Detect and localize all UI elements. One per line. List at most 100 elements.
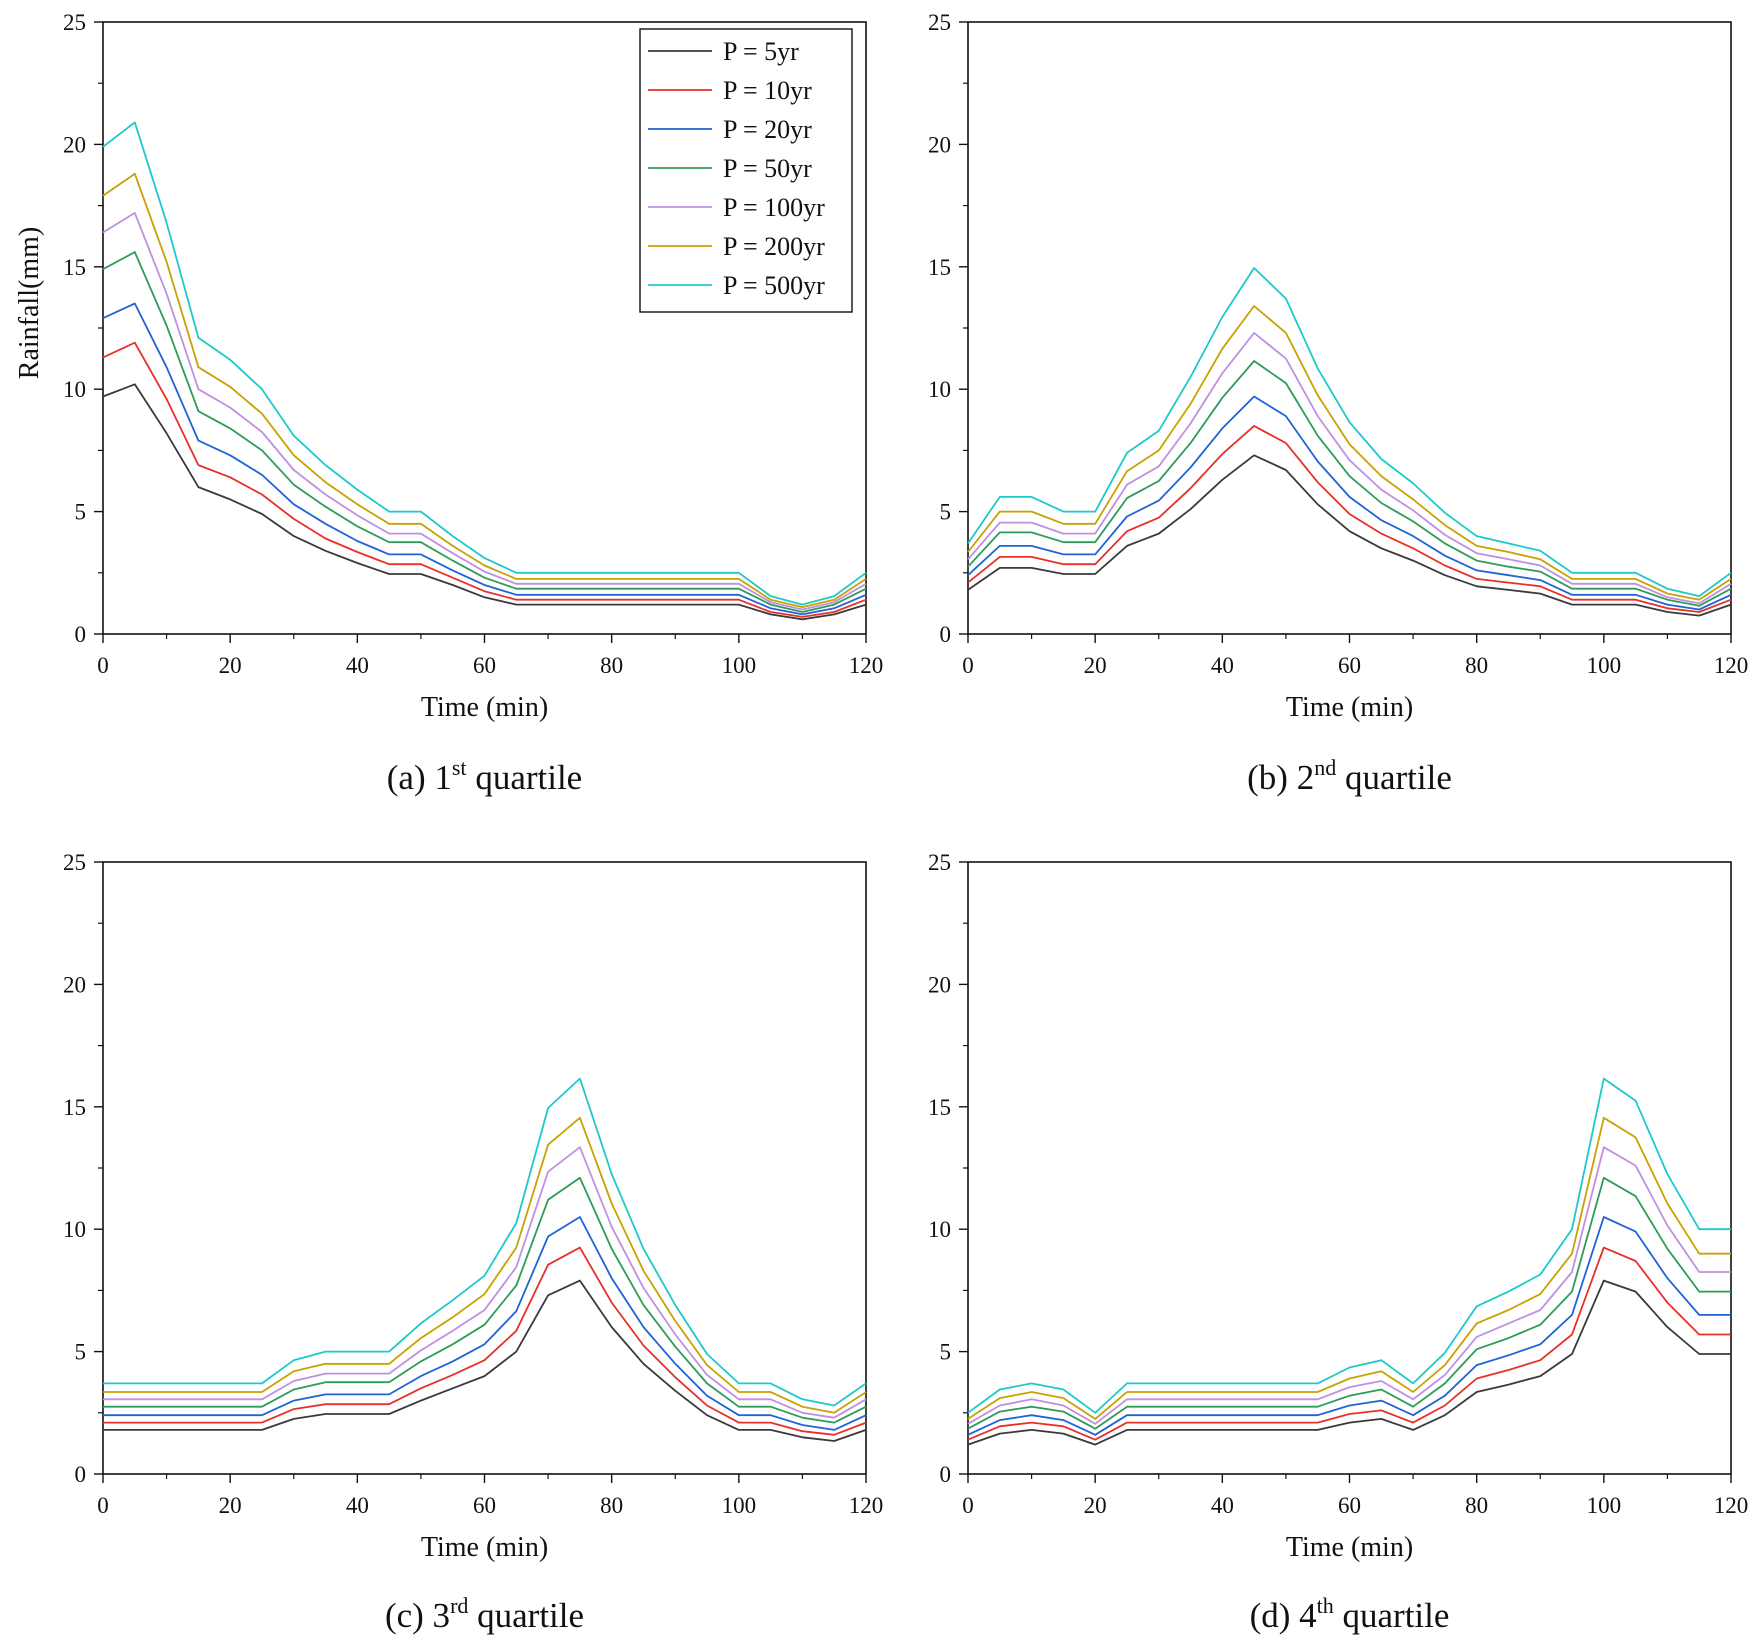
series-line-3 xyxy=(967,395,1732,611)
caption-superscript: rd xyxy=(450,1593,468,1618)
panel-caption: (a) 1st quartile xyxy=(387,755,582,797)
panel-b: 0 20 40 60 80 100 120 0 5 10 15 20 25 Time (min) (b) 2… xyxy=(928,10,1748,797)
series-line-1 xyxy=(103,1279,867,1442)
x-tick-label: 20 xyxy=(1084,1493,1107,1518)
series-line-6 xyxy=(967,305,1732,601)
y-tick-label: 20 xyxy=(63,132,86,157)
x-tick-label: 60 xyxy=(1338,1493,1361,1518)
y-tick-label: 0 xyxy=(75,1462,87,1487)
y-tick-label: 20 xyxy=(928,972,951,997)
x-axis-label: Time (min) xyxy=(1286,692,1413,723)
series-line-2 xyxy=(967,424,1732,613)
x-tick-label: 0 xyxy=(962,1493,974,1518)
caption-prefix: (c) 3 xyxy=(385,1596,450,1635)
series-line-4 xyxy=(967,360,1732,607)
panel-caption: (b) 2nd quartile xyxy=(1247,755,1452,797)
caption-suffix: quartile xyxy=(1334,1596,1450,1635)
y-tick-label: 10 xyxy=(63,1217,86,1242)
y-axis-label: Rainfall(mm) xyxy=(14,227,45,379)
y-tick-label: 15 xyxy=(63,255,86,280)
series-line-3 xyxy=(967,1216,1731,1436)
y-tick-label: 15 xyxy=(928,1095,951,1120)
legend-label: P = 500yr xyxy=(723,271,825,300)
legend-label: P = 200yr xyxy=(723,232,825,261)
x-tick-label: 40 xyxy=(346,1493,369,1518)
legend-box xyxy=(639,28,853,313)
x-axis-label: Time (min) xyxy=(1286,1532,1413,1563)
legend-label: P = 10yr xyxy=(723,76,812,105)
x-tick-label: 100 xyxy=(1587,653,1622,678)
panel-d: 0 20 40 60 80 100 120 0 5 10 15 20 25 Time (min) (d) 4… xyxy=(928,850,1748,1635)
legend: P = 5yr P = 10yr P = 20yr P = 50yr P = 100yr… xyxy=(639,28,853,313)
panel-c: 0 20 40 60 80 100 120 0 5 10 15 20 25 Time (min) (c) 3… xyxy=(63,850,883,1635)
y-tick-label: 5 xyxy=(940,1340,952,1365)
x-tick-label: 0 xyxy=(962,653,974,678)
series-line-2 xyxy=(967,1246,1731,1441)
x-tick-label: 80 xyxy=(600,653,623,678)
series-line-5 xyxy=(967,331,1732,605)
caption-prefix: (d) 4 xyxy=(1250,1596,1317,1635)
x-tick-label: 80 xyxy=(1465,1493,1488,1518)
series-line-6 xyxy=(102,172,867,608)
series-line-5 xyxy=(103,1146,867,1419)
x-tick-label: 120 xyxy=(1714,1493,1749,1518)
y-tick-label: 20 xyxy=(63,972,86,997)
series-line-5 xyxy=(102,211,867,611)
series-line-4 xyxy=(967,1176,1731,1430)
x-tick-label: 80 xyxy=(600,1493,623,1518)
x-tick-label: 80 xyxy=(1465,653,1488,678)
plot-frame xyxy=(967,861,1732,1475)
x-tick-label: 0 xyxy=(97,1493,109,1518)
series-line-1 xyxy=(102,383,867,621)
caption-suffix: quartile xyxy=(468,1596,584,1635)
x-tick-label: 40 xyxy=(1211,653,1234,678)
x-axis-label: Time (min) xyxy=(421,692,548,723)
y-tick-label: 25 xyxy=(928,10,951,35)
series-line-7 xyxy=(967,267,1732,597)
series-line-1 xyxy=(967,454,1732,617)
x-tick-label: 20 xyxy=(219,653,242,678)
series-line-4 xyxy=(102,251,867,613)
x-tick-label: 120 xyxy=(1714,653,1749,678)
x-tick-label: 20 xyxy=(219,1493,242,1518)
legend-label: P = 100yr xyxy=(723,193,825,222)
x-tick-label: 60 xyxy=(473,1493,496,1518)
x-tick-label: 0 xyxy=(97,653,109,678)
x-tick-label: 100 xyxy=(722,1493,757,1518)
y-tick-label: 10 xyxy=(928,377,951,402)
y-tick-label: 0 xyxy=(940,1462,952,1487)
panel-a: 0 20 40 60 80 100 120 0 5 10 15 20 25 Time (min) Rainf… xyxy=(14,10,883,797)
series-line-4 xyxy=(103,1176,867,1424)
x-axis-label: Time (min) xyxy=(421,1532,548,1563)
y-tick-label: 25 xyxy=(63,10,86,35)
y-tick-label: 15 xyxy=(63,1095,86,1120)
caption-suffix: quartile xyxy=(467,758,583,797)
series-line-7 xyxy=(103,1077,867,1407)
x-tick-label: 100 xyxy=(1587,1493,1622,1518)
series-line-6 xyxy=(103,1116,867,1414)
legend-label: P = 20yr xyxy=(723,115,812,144)
x-tick-label: 60 xyxy=(1338,653,1361,678)
caption-superscript: nd xyxy=(1314,755,1336,780)
x-tick-label: 100 xyxy=(722,653,757,678)
caption-superscript: th xyxy=(1317,1593,1334,1618)
series-line-3 xyxy=(102,302,867,616)
legend-label: P = 50yr xyxy=(723,154,812,183)
x-tick-label: 40 xyxy=(346,653,369,678)
plot-frame xyxy=(102,861,867,1475)
caption-prefix: (b) 2 xyxy=(1247,758,1314,797)
y-tick-label: 5 xyxy=(940,500,952,525)
series-line-3 xyxy=(103,1216,867,1431)
caption-suffix: quartile xyxy=(1336,758,1452,797)
y-tick-label: 5 xyxy=(75,500,87,525)
series-line-7 xyxy=(102,121,867,606)
y-tick-label: 5 xyxy=(75,1340,87,1365)
series-line-2 xyxy=(102,341,867,618)
series-line-1 xyxy=(967,1279,1731,1446)
y-tick-label: 10 xyxy=(928,1217,951,1242)
y-tick-label: 20 xyxy=(928,132,951,157)
series-line-5 xyxy=(967,1146,1731,1425)
y-tick-label: 25 xyxy=(63,850,86,875)
y-tick-label: 0 xyxy=(75,622,87,647)
